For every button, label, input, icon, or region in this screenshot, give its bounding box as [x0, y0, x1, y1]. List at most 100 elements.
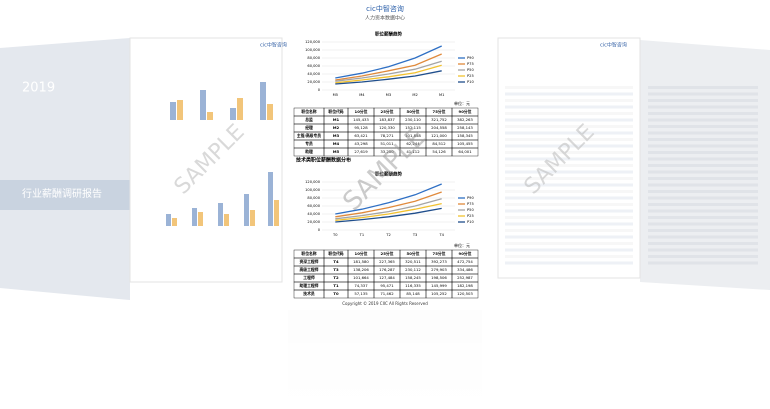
row-stripe-back: [648, 203, 758, 206]
chart-title: 职位薪酬趋势: [375, 31, 402, 38]
table-cell-text: M5: [333, 149, 340, 154]
logo: cic中智咨询: [366, 4, 404, 13]
table-cell-text: 120,330: [379, 125, 395, 130]
y-tick-label: 40,000: [307, 72, 320, 76]
series-line: [335, 202, 442, 222]
row-stripe-back: [648, 261, 758, 265]
row-stripe: [505, 118, 633, 122]
row-stripe-back: [648, 92, 758, 96]
row-stripe-back: [648, 118, 758, 122]
row-stripe-back: [648, 177, 758, 180]
row-stripe-back: [648, 222, 758, 226]
y-tick-label: 20,000: [307, 220, 320, 224]
table-cell-text: 27,619: [354, 149, 368, 154]
table-cell-text: T2: [333, 275, 339, 280]
table-header: 25分位: [381, 251, 394, 256]
table-cell-text: 101,664: [353, 275, 369, 280]
row-stripe-back: [648, 131, 758, 135]
y-tick-label: 60,000: [307, 64, 320, 68]
table-cell-text: 181,580: [353, 259, 369, 264]
table-cell-text: 助理: [305, 149, 313, 154]
table-cell-text: T3: [333, 267, 339, 272]
y-tick-label: 100,000: [305, 48, 321, 52]
row-stripe-back: [648, 248, 758, 252]
thumb-bars-blue: [166, 82, 273, 226]
row-stripe: [505, 105, 633, 109]
table-cell-text: 62,244: [406, 141, 420, 146]
table-cell-text: 95,128: [354, 125, 368, 130]
row-stripe: [505, 112, 633, 115]
table-cell-text: 127,484: [379, 275, 395, 280]
table-header: 90分位: [459, 109, 472, 114]
table-cell-text: 57,135: [354, 291, 368, 296]
table-cell-text: M1: [333, 117, 340, 122]
y-tick-label: 120,000: [305, 40, 321, 44]
table-cell-text: 120,503: [457, 291, 473, 296]
row-stripe-back: [648, 125, 758, 128]
copyright: Copyright © 2019 CIIC All Rights Reserve…: [342, 301, 428, 306]
table-cell-text: 资深工程师: [300, 259, 319, 264]
table-cell-text: 71,462: [380, 291, 394, 296]
charts: 职位薪酬趋势 0 20,000 40,000 60,000 80,000 100,000 12…: [293, 31, 479, 299]
legend-label: P50: [467, 208, 474, 212]
table-cell-text: 279,903: [431, 267, 447, 272]
row-stripe-back: [648, 190, 758, 193]
table-cell-text: M3: [333, 133, 340, 138]
table-cell-text: 158,245: [405, 275, 421, 280]
row-stripe: [505, 209, 633, 213]
table-header: 75分位: [433, 109, 446, 114]
table-cell-text: 74,337: [354, 283, 368, 288]
table-cell-text: 专员: [305, 141, 313, 146]
table-cell-text: 43,298: [354, 141, 368, 146]
series-line: [335, 198, 442, 220]
table-cell: [451, 147, 479, 157]
table-cell-text: 258,143: [457, 125, 473, 130]
row-stripe-back: [648, 183, 758, 187]
row-stripe: [505, 99, 633, 102]
y-tick-label: 100,000: [305, 188, 321, 192]
legend-label: P25: [467, 74, 474, 78]
row-stripe-back: [648, 144, 758, 148]
table-cell-text: T1: [333, 283, 339, 288]
table-header: 10分位: [355, 251, 368, 256]
table-cell-text: 334,486: [457, 267, 473, 272]
table-cell-text: 经理: [305, 125, 313, 130]
row-stripe: [505, 222, 633, 226]
table-cell-text: 121,000: [431, 133, 447, 138]
table-cell-text: 176,287: [379, 267, 395, 272]
left-logo: cic中智咨询: [260, 42, 287, 49]
legend-label: P75: [467, 202, 474, 206]
table-cell-text: 105,455: [457, 141, 473, 146]
row-stripe: [505, 183, 633, 187]
series-line: [335, 183, 442, 215]
table-header: 职位名称: [301, 251, 316, 256]
series-line: [335, 60, 442, 82]
table-cell-text: 33,250: [380, 149, 394, 154]
legend-label: P90: [467, 56, 474, 60]
table-cell-text: 主管/高级专员: [297, 133, 321, 138]
reflection-fade: [0, 310, 770, 409]
row-stripe-back: [648, 164, 758, 167]
right-logo: cic中智咨询: [600, 42, 627, 49]
row-stripe: [505, 203, 633, 206]
table-cell-text: 51,011: [380, 141, 394, 146]
table-cell-text: 152,115: [405, 125, 421, 130]
x-tick-label: T4: [438, 233, 444, 237]
row-stripe-back: [648, 99, 758, 102]
table-cell-text: 116,335: [405, 283, 421, 288]
table-cell-text: 198,506: [431, 275, 447, 280]
table-cell-text: 145,999: [431, 283, 447, 288]
table-cell-text: 技术员: [303, 291, 315, 296]
row-stripe: [505, 261, 633, 265]
row-stripe-back: [648, 242, 758, 245]
table-cell-text: 84,512: [432, 141, 446, 146]
table-header: 职位代码: [328, 251, 343, 256]
row-stripe-back: [648, 196, 758, 200]
table-header: 50分位: [407, 251, 420, 256]
row-stripe: [505, 229, 633, 232]
x-tick-label: T0: [332, 233, 338, 237]
row-stripe-back: [648, 138, 758, 141]
table-header: 10分位: [355, 109, 368, 114]
legend-label: P90: [467, 196, 474, 200]
table-cell-text: 227,365: [379, 259, 395, 264]
